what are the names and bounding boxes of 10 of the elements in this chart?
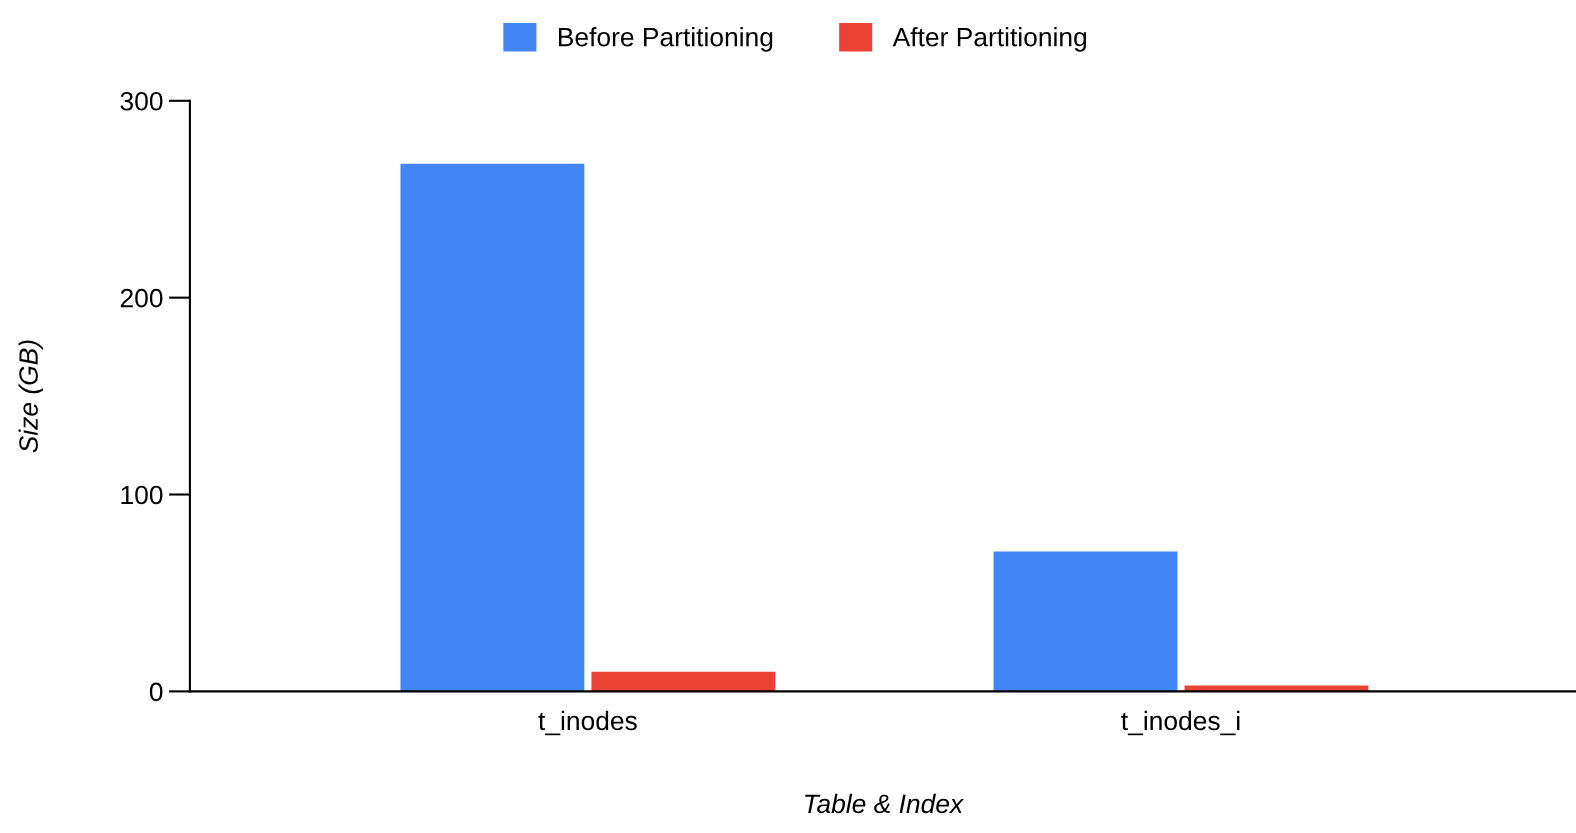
legend-label: After Partitioning [892,27,1087,52]
y-tick-label: 100 [121,485,163,505]
x-tick-label: t_inodes [538,710,637,736]
y-tick-label: 0 [149,682,163,702]
x-axis-title: Table & Index [805,793,964,814]
y-axis-title: Size (GB) [18,340,44,453]
y-tick-label: 300 [120,91,163,111]
legend-label: Before Partitioning [558,27,773,52]
y-tick-label: 200 [120,288,163,308]
x-tick-label: t_inodes_i [1121,710,1240,736]
